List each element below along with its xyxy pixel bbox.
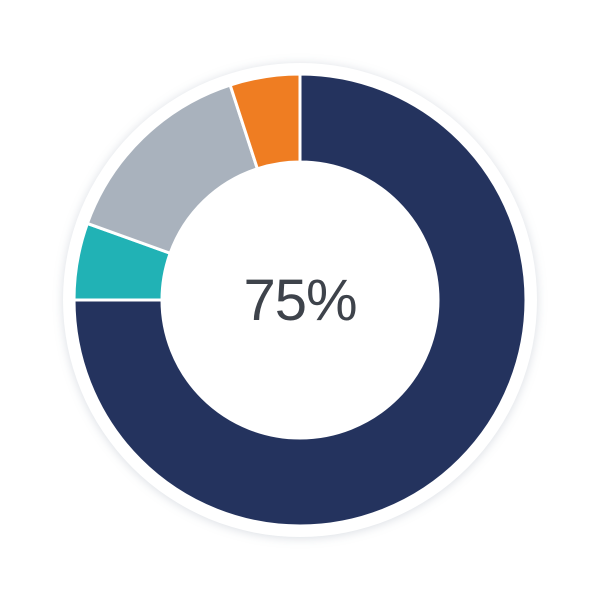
donut-center-hole	[162, 162, 438, 438]
